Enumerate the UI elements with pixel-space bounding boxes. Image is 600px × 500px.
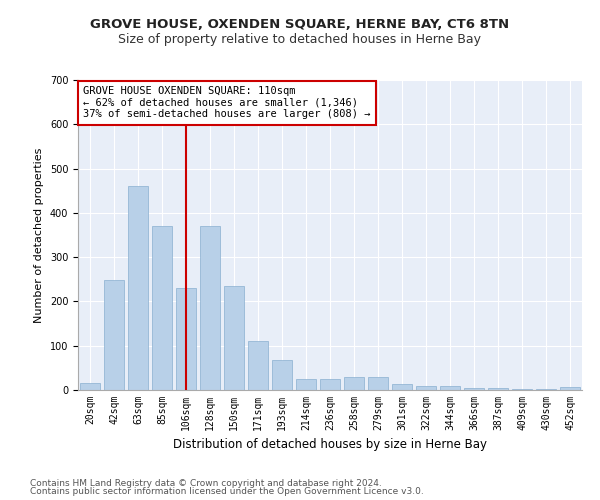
Bar bbox=[224, 286, 244, 390]
Bar bbox=[200, 226, 220, 390]
Text: Contains HM Land Registry data © Crown copyright and database right 2024.: Contains HM Land Registry data © Crown c… bbox=[30, 478, 382, 488]
Bar bbox=[296, 379, 316, 390]
Bar bbox=[104, 280, 124, 390]
X-axis label: Distribution of detached houses by size in Herne Bay: Distribution of detached houses by size … bbox=[173, 438, 487, 452]
Text: GROVE HOUSE, OXENDEN SQUARE, HERNE BAY, CT6 8TN: GROVE HOUSE, OXENDEN SQUARE, HERNE BAY, … bbox=[91, 18, 509, 30]
Bar bbox=[80, 384, 100, 390]
Text: Size of property relative to detached houses in Herne Bay: Size of property relative to detached ho… bbox=[119, 32, 482, 46]
Text: GROVE HOUSE OXENDEN SQUARE: 110sqm
← 62% of detached houses are smaller (1,346)
: GROVE HOUSE OXENDEN SQUARE: 110sqm ← 62%… bbox=[83, 86, 371, 120]
Bar bbox=[440, 386, 460, 390]
Bar bbox=[272, 360, 292, 390]
Bar bbox=[512, 388, 532, 390]
Text: Contains public sector information licensed under the Open Government Licence v3: Contains public sector information licen… bbox=[30, 487, 424, 496]
Bar bbox=[560, 387, 580, 390]
Bar bbox=[536, 388, 556, 390]
Bar bbox=[320, 379, 340, 390]
Bar bbox=[464, 388, 484, 390]
Bar bbox=[248, 342, 268, 390]
Bar bbox=[416, 386, 436, 390]
Y-axis label: Number of detached properties: Number of detached properties bbox=[34, 148, 44, 322]
Bar bbox=[344, 376, 364, 390]
Bar bbox=[176, 288, 196, 390]
Bar bbox=[368, 376, 388, 390]
Bar bbox=[392, 384, 412, 390]
Bar bbox=[152, 226, 172, 390]
Bar bbox=[128, 186, 148, 390]
Bar bbox=[488, 388, 508, 390]
